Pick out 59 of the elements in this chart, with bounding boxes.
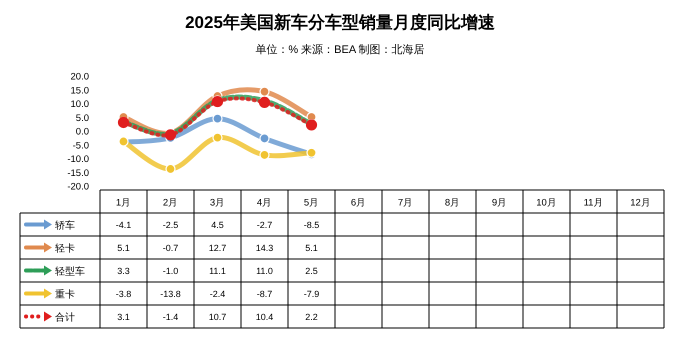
data-label: 3.1 bbox=[117, 312, 130, 322]
x-tick-label: 7月 bbox=[398, 198, 414, 208]
y-tick-label: 10.0 bbox=[70, 99, 89, 110]
y-tick-label: 20.0 bbox=[70, 72, 89, 82]
data-label: -1.4 bbox=[162, 312, 178, 322]
y-tick-label: 0.0 bbox=[76, 126, 89, 138]
point bbox=[165, 164, 176, 174]
data-label: -13.8 bbox=[160, 289, 181, 299]
data-label: 11.1 bbox=[209, 266, 226, 276]
legend-label: 重卡 bbox=[55, 288, 75, 300]
data-label: 2.5 bbox=[305, 266, 318, 276]
legend-label: 轻型车 bbox=[55, 266, 85, 278]
x-tick-label: 3月 bbox=[210, 198, 226, 208]
data-label: -0.7 bbox=[162, 243, 178, 253]
x-tick-label: 9月 bbox=[492, 198, 508, 208]
data-label: -3.8 bbox=[116, 289, 132, 299]
data-label: -2.7 bbox=[256, 220, 272, 230]
data-label: -4.1 bbox=[116, 220, 132, 230]
x-tick-label: 2月 bbox=[162, 198, 178, 208]
data-label: -2.5 bbox=[162, 220, 178, 230]
legend-label: 轿车 bbox=[55, 220, 75, 232]
x-tick-label: 12月 bbox=[630, 198, 651, 208]
data-label: 4.5 bbox=[211, 220, 224, 230]
data-label: 14.3 bbox=[256, 243, 274, 253]
point bbox=[259, 133, 270, 144]
x-tick-label: 11月 bbox=[584, 198, 604, 208]
data-label: -7.9 bbox=[304, 289, 320, 299]
data-label: -8.5 bbox=[304, 220, 320, 230]
data-label: 10.4 bbox=[256, 312, 274, 322]
y-tick-label: -5.0 bbox=[72, 140, 89, 152]
y-tick-label: 15.0 bbox=[70, 85, 89, 96]
data-label: 5.1 bbox=[305, 243, 318, 253]
chart-subtitle: 单位：% 来源：BEA 制图：北海居 bbox=[255, 43, 425, 56]
legend-label: 轻卡 bbox=[55, 242, 75, 254]
data-label: 10.7 bbox=[208, 312, 226, 322]
point bbox=[259, 86, 270, 97]
x-tick-label: 6月 bbox=[350, 198, 366, 208]
point bbox=[212, 114, 223, 124]
point bbox=[259, 150, 270, 160]
data-label: -1.0 bbox=[162, 266, 178, 276]
chart-title: 2025年美国新车分车型销量月度同比增速 bbox=[185, 13, 495, 32]
legend-label: 合计 bbox=[55, 312, 75, 324]
data-label: 2.2 bbox=[305, 312, 318, 322]
data-label: 5.1 bbox=[117, 243, 130, 253]
data-label: 12.7 bbox=[208, 243, 226, 253]
y-tick-label: -20.0 bbox=[67, 182, 89, 192]
data-label: -8.7 bbox=[256, 289, 272, 299]
y-tick-label: 5.0 bbox=[76, 112, 89, 124]
x-tick-label: 1月 bbox=[116, 198, 132, 208]
x-tick-label: 5月 bbox=[304, 198, 320, 208]
y-tick-label: -15.0 bbox=[67, 168, 89, 179]
y-tick-label: -10.0 bbox=[67, 154, 89, 165]
x-tick-label: 10月 bbox=[536, 198, 557, 208]
point bbox=[212, 132, 223, 143]
x-tick-label: 4月 bbox=[256, 198, 272, 208]
x-tick-label: 8月 bbox=[444, 198, 460, 208]
data-label: 3.3 bbox=[117, 266, 130, 276]
data-label: -2.4 bbox=[210, 289, 226, 299]
data-label: 11.0 bbox=[256, 266, 273, 276]
